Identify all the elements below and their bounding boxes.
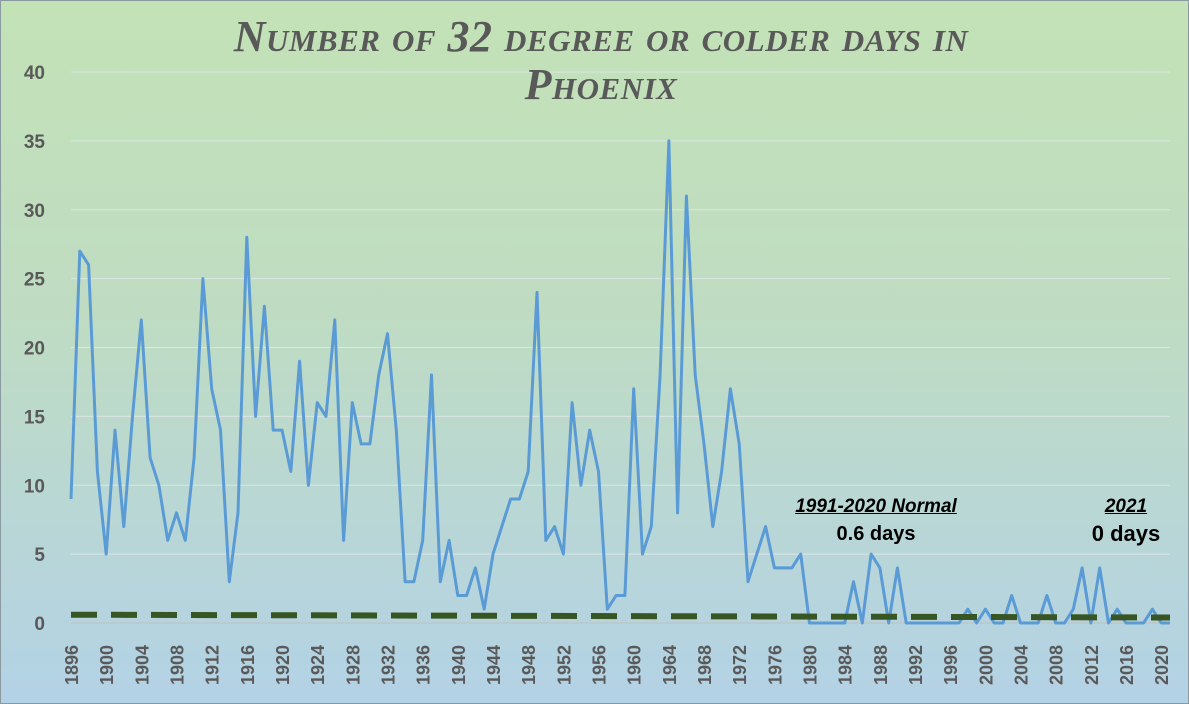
x-tick-label: 2008 bbox=[1047, 645, 1067, 685]
x-tick-label: 1988 bbox=[871, 645, 891, 685]
x-tick-label: 1928 bbox=[343, 645, 363, 685]
y-tick-label: 35 bbox=[24, 132, 46, 153]
x-tick-label: 1948 bbox=[519, 645, 539, 685]
x-tick-label: 1972 bbox=[730, 645, 750, 685]
y-tick-label: 25 bbox=[24, 270, 46, 291]
x-tick-label: 1920 bbox=[273, 645, 293, 685]
year-annotation-value: 0 days bbox=[1091, 521, 1161, 546]
year-annotation-label: 2021 bbox=[1104, 496, 1148, 517]
x-tick-label: 1992 bbox=[906, 645, 926, 685]
x-tick-label: 1984 bbox=[836, 645, 856, 685]
x-tick-label: 1980 bbox=[801, 645, 821, 685]
x-tick-label: 1956 bbox=[590, 645, 610, 685]
year-annotation: 2021 0 days bbox=[1071, 495, 1181, 549]
x-tick-label: 2020 bbox=[1152, 645, 1172, 685]
x-tick-label: 1996 bbox=[941, 645, 961, 685]
x-tick-label: 1936 bbox=[414, 645, 434, 685]
x-tick-label: 1940 bbox=[449, 645, 469, 685]
x-tick-label: 1904 bbox=[132, 645, 152, 685]
x-tick-label: 1960 bbox=[625, 645, 645, 685]
chart-title: Number of 32 degree or colder days in Ph… bbox=[233, 12, 969, 109]
y-tick-label: 0 bbox=[34, 614, 45, 635]
x-tick-label: 1976 bbox=[765, 645, 785, 685]
y-tick-label: 15 bbox=[24, 407, 46, 428]
x-tick-label: 2004 bbox=[1012, 645, 1032, 685]
y-tick-label: 20 bbox=[24, 339, 45, 360]
x-tick-label: 1968 bbox=[695, 645, 715, 685]
x-tick-label: 1952 bbox=[554, 645, 574, 685]
x-tick-label: 1912 bbox=[203, 645, 223, 685]
y-tick-label: 40 bbox=[24, 63, 45, 84]
x-tick-label: 1908 bbox=[168, 645, 188, 685]
normal-annotation: 1991-2020 Normal 0.6 days bbox=[771, 495, 981, 549]
x-tick-label: 2000 bbox=[976, 645, 996, 685]
y-tick-label: 10 bbox=[24, 476, 45, 497]
x-tick-label: 1916 bbox=[238, 645, 258, 685]
normal-annotation-value: 0.6 days bbox=[836, 523, 916, 545]
x-tick-label: 2012 bbox=[1082, 645, 1102, 685]
x-tick-label: 1964 bbox=[660, 645, 680, 685]
x-tick-label: 1900 bbox=[97, 645, 117, 685]
normal-annotation-label: 1991-2020 Normal bbox=[795, 496, 957, 517]
x-tick-label: 1932 bbox=[379, 645, 399, 685]
x-tick-label: 1924 bbox=[308, 645, 328, 685]
x-tick-label: 2016 bbox=[1117, 645, 1137, 685]
normal-dashed-line bbox=[70, 611, 1171, 621]
x-tick-label: 1896 bbox=[62, 645, 82, 685]
y-tick-label: 5 bbox=[34, 545, 45, 566]
series-line bbox=[69, 139, 1170, 625]
x-tick-label: 1944 bbox=[484, 645, 504, 685]
y-tick-label: 30 bbox=[24, 201, 45, 222]
